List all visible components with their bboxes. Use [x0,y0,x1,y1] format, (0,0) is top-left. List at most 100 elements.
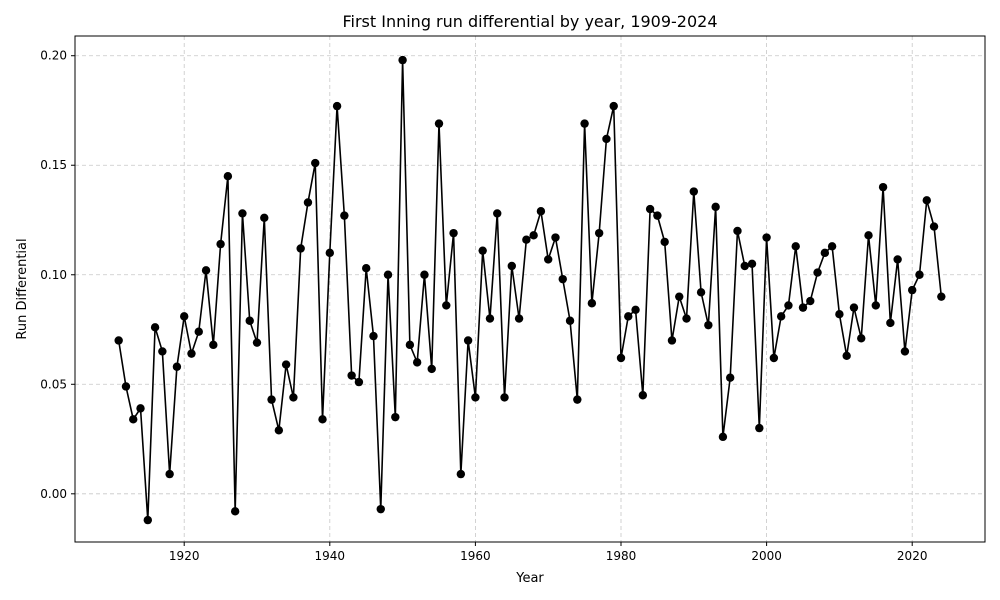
data-point [187,349,196,358]
y-axis-label: Run Differential [15,238,30,339]
data-point [274,426,284,435]
data-point [296,244,305,253]
data-point [718,432,728,442]
data-point [544,255,553,264]
x-tick-label: 1920 [169,549,200,563]
data-point [857,334,866,343]
data-point [827,242,837,251]
data-point [864,231,873,240]
data-point [667,336,677,345]
data-point [158,347,167,356]
data-point [755,423,764,433]
data-point [143,515,152,525]
data-point [383,270,393,279]
data-point [362,263,371,273]
data-point [871,301,880,310]
data-point [660,237,669,247]
x-tick-label: 1940 [315,549,346,563]
y-axis-ticks: 0.00 0.05 0.10 0.15 0.20 [40,49,75,501]
data-point [165,469,174,479]
data-point [230,507,240,516]
data-point [551,233,560,242]
data-point [318,415,327,424]
data-point [747,259,757,269]
data-point [835,309,844,319]
data-point [412,358,422,367]
data-point [878,182,888,192]
data-point [405,340,415,350]
data-point [689,187,698,196]
data-point [136,404,145,413]
data-point [129,415,138,424]
data-point [442,301,451,310]
data-point [194,327,203,336]
data-point [536,207,546,216]
data-point [493,209,502,218]
data-point [507,261,516,271]
data-point [908,285,917,295]
x-tick-label: 2020 [897,549,928,563]
data-point [289,393,298,402]
y-tick-label: 0.20 [40,49,67,63]
data-point [733,226,742,236]
data-point [238,209,247,218]
y-tick-label: 0.10 [40,268,67,282]
chart-title: First Inning run differential by year, 1… [342,12,717,31]
data-point [245,316,254,325]
data-point [449,228,458,238]
y-tick-label: 0.05 [40,377,67,391]
data-point [696,288,706,297]
y-tick-label: 0.00 [40,487,67,501]
data-point [624,312,633,321]
data-point [580,119,589,128]
data-point [471,393,480,402]
data-point [420,270,429,279]
x-tick-label: 2000 [751,549,782,563]
data-point [769,353,779,363]
x-tick-label: 1960 [460,549,491,563]
grid-layer [75,36,985,542]
x-axis-ticks: 1920 1940 1960 1980 2000 2020 [169,542,928,563]
data-point [391,412,400,422]
x-axis-label: Year [515,571,544,586]
data-point [820,248,830,258]
data-point [485,314,495,323]
data-point [354,377,364,387]
data-point [172,362,182,371]
data-point [478,246,487,255]
data-point [456,469,466,479]
data-point [281,360,291,369]
data-point [682,314,691,323]
data-point [529,231,538,240]
data-point [849,303,859,312]
data-point [500,393,509,402]
data-point [631,305,640,315]
data-point [376,504,385,514]
data-point [842,351,851,361]
data-point [587,299,597,308]
data-point [638,391,648,400]
data-point [311,158,320,168]
data-point [900,347,910,356]
data-point [776,312,786,321]
data-point [114,336,123,345]
data-point [347,371,356,380]
data-point [704,320,713,330]
data-point [806,296,815,306]
x-tick-label: 1980 [606,549,637,563]
data-point [645,204,655,214]
data-point [711,202,720,212]
data-point [653,211,662,220]
data-point [514,314,524,323]
data-point [740,261,749,271]
data-point [427,364,436,374]
data-point [616,353,626,363]
data-point [180,312,189,321]
data-point [332,101,342,111]
data-point [784,301,793,310]
data-point [216,239,225,249]
data-point [886,318,895,328]
series-layer [114,55,946,525]
data-point [223,171,233,181]
